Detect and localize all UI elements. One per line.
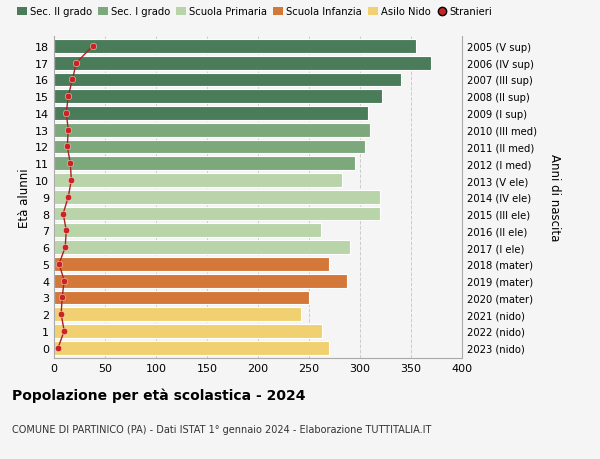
Point (88, 43, 98, 50)
Bar (54, 274, 347, 288)
Point (61, 110, 71, 118)
Point (71, 60, 81, 67)
Bar (54, 174, 341, 187)
Point (53, 344, 63, 352)
Point (68, 77, 77, 84)
Bar (54, 123, 370, 137)
Bar (54, 224, 321, 238)
Point (56, 311, 66, 318)
Point (58, 210, 68, 218)
Bar (54, 341, 329, 355)
Y-axis label: Età alunni: Età alunni (18, 168, 31, 227)
Bar (54, 157, 355, 171)
Point (61, 244, 70, 251)
Bar (54, 325, 322, 338)
Bar (54, 190, 380, 204)
Bar (54, 291, 309, 305)
Bar (54, 241, 350, 254)
Point (59, 277, 69, 285)
Bar (54, 73, 401, 87)
Bar (54, 40, 416, 54)
Point (58, 294, 67, 302)
Point (67, 177, 76, 185)
Bar (54, 90, 382, 104)
Bar (54, 308, 301, 321)
Y-axis label: Anni di nascita: Anni di nascita (548, 154, 561, 241)
Point (62, 144, 72, 151)
Point (61, 227, 71, 235)
Text: COMUNE DI PARTINICO (PA) - Dati ISTAT 1° gennaio 2024 - Elaborazione TUTTITALIA.: COMUNE DI PARTINICO (PA) - Dati ISTAT 1°… (12, 425, 431, 435)
Point (55, 261, 64, 268)
Point (64, 194, 73, 201)
Point (64, 127, 73, 134)
Bar (54, 257, 329, 271)
Point (65, 160, 75, 168)
Bar (54, 140, 365, 154)
Point (64, 93, 73, 101)
Legend: Sec. II grado, Sec. I grado, Scuola Primaria, Scuola Infanzia, Asilo Nido, Stran: Sec. II grado, Sec. I grado, Scuola Prim… (17, 7, 493, 17)
Bar (54, 207, 380, 221)
Text: Popolazione per età scolastica - 2024: Popolazione per età scolastica - 2024 (12, 388, 305, 403)
Bar (54, 56, 431, 70)
Bar (54, 107, 368, 121)
Point (59, 328, 69, 335)
